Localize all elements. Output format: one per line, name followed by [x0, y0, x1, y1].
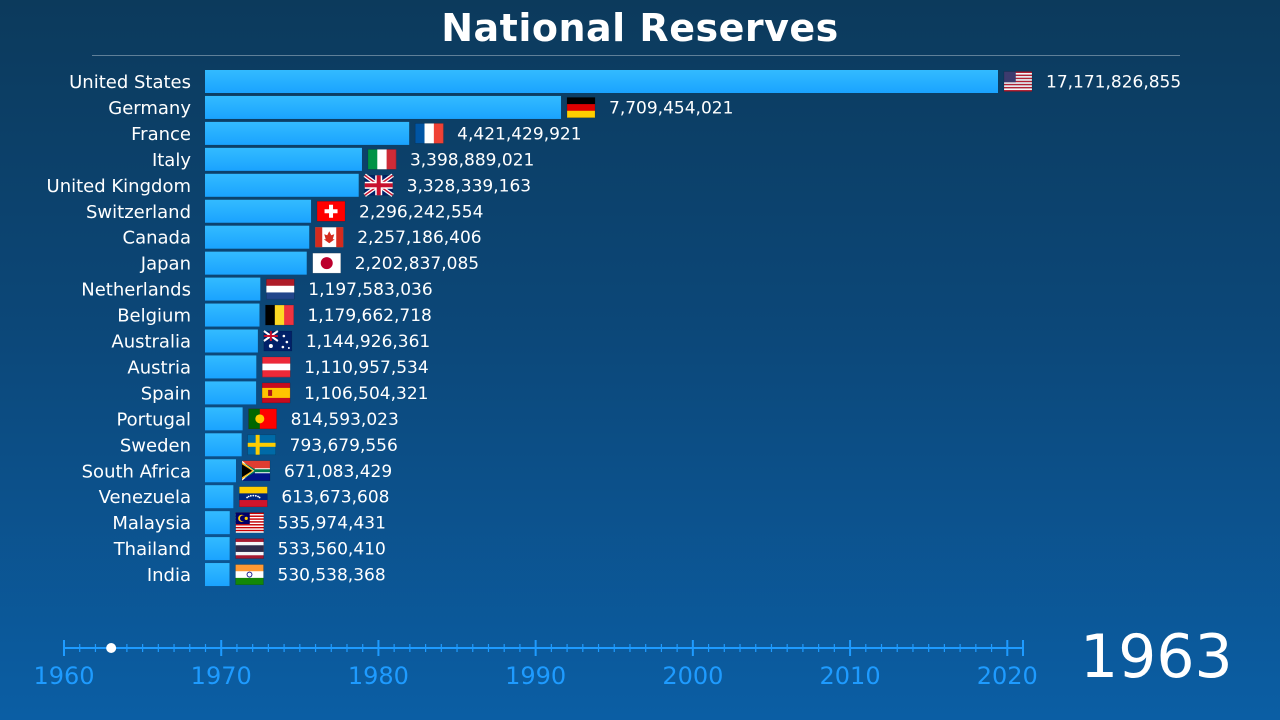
- bars: United States 17,171,826,855 Germany 7,709,…: [47, 70, 1181, 587]
- country-label: France: [131, 124, 191, 145]
- current-year: 1963: [1080, 622, 1233, 692]
- country-label: South Africa: [82, 461, 191, 482]
- flag-icon: [414, 123, 444, 144]
- bar: [205, 511, 230, 535]
- value-label: 1,110,957,534: [304, 358, 428, 378]
- country-label: Japan: [140, 254, 191, 275]
- value-label: 793,679,556: [290, 436, 398, 456]
- flag-icon: [314, 226, 344, 248]
- country-label: Portugal: [116, 409, 191, 430]
- bar: [205, 329, 258, 353]
- value-label: 1,106,504,321: [304, 384, 428, 404]
- value-label: 4,421,429,921: [457, 124, 581, 144]
- bar: [205, 381, 257, 405]
- flag-icon: [566, 97, 596, 118]
- value-label: 533,560,410: [278, 540, 386, 560]
- timeline-marker[interactable]: [106, 643, 117, 653]
- country-label: Austria: [127, 357, 191, 378]
- value-label: 535,974,431: [278, 514, 386, 534]
- bar: [205, 173, 359, 197]
- flag-icon: [1003, 71, 1033, 92]
- flag-icon: [262, 356, 291, 378]
- bar: [205, 95, 562, 119]
- flag-icon: [239, 486, 268, 507]
- timeline-year-label: 1960: [33, 662, 94, 690]
- bar: [205, 407, 243, 431]
- flag-icon: [316, 201, 346, 222]
- value-label: 2,296,242,554: [359, 202, 483, 222]
- bar: [205, 225, 310, 249]
- bar: [205, 121, 410, 145]
- chart-title: National Reserves: [441, 6, 839, 50]
- value-label: 814,593,023: [291, 410, 399, 430]
- country-label: Spain: [141, 383, 191, 404]
- value-label: 530,538,368: [278, 566, 386, 586]
- country-label: United Kingdom: [47, 176, 191, 197]
- flag-icon: [265, 304, 294, 326]
- value-label: 1,144,926,361: [306, 332, 430, 352]
- bar: [205, 563, 230, 587]
- bar: [205, 199, 312, 223]
- value-label: 3,398,889,021: [410, 150, 534, 170]
- country-label: Sweden: [120, 435, 191, 456]
- flag-icon: [235, 538, 264, 559]
- flag-icon: [363, 173, 394, 197]
- bar: [205, 303, 260, 327]
- bar: [205, 485, 234, 509]
- country-label: Malaysia: [112, 513, 191, 534]
- timeline-year-label: 1970: [191, 662, 252, 690]
- flag-icon: [241, 460, 271, 481]
- bar: [205, 277, 261, 301]
- timeline-year-label: 2000: [662, 662, 723, 690]
- country-label: India: [147, 565, 191, 586]
- timeline-year-label: 2010: [820, 662, 881, 690]
- flag-icon: [247, 434, 276, 456]
- flag-icon: [312, 252, 341, 274]
- country-label: Switzerland: [86, 202, 191, 223]
- value-label: 7,709,454,021: [609, 98, 733, 118]
- country-label: Belgium: [117, 306, 191, 327]
- bar: [205, 459, 236, 483]
- country-label: Netherlands: [81, 280, 191, 301]
- country-label: Canada: [123, 228, 192, 249]
- value-label: 3,328,339,163: [407, 176, 531, 196]
- country-label: Italy: [152, 150, 191, 171]
- bar: [205, 70, 998, 93]
- flag-icon: [263, 330, 293, 352]
- value-label: 613,673,608: [281, 488, 389, 508]
- value-label: 1,179,662,718: [307, 306, 431, 326]
- flag-icon: [266, 278, 295, 300]
- timeline-year-label: 1980: [348, 662, 409, 690]
- bar: [205, 355, 257, 379]
- country-label: Germany: [108, 98, 191, 119]
- value-label: 2,257,186,406: [357, 228, 481, 248]
- timeline: 1960 1970 1980 1990 2000 2010 2020: [33, 640, 1038, 690]
- title-divider: [92, 55, 1180, 56]
- flag-icon: [235, 512, 265, 533]
- bar: [205, 537, 230, 561]
- flag-icon: [235, 564, 264, 585]
- value-label: 1,197,583,036: [308, 280, 432, 300]
- bar: [205, 433, 242, 457]
- country-label: Australia: [111, 332, 191, 353]
- bar: [205, 147, 362, 171]
- flag-icon: [367, 149, 397, 170]
- value-label: 671,083,429: [284, 462, 392, 482]
- value-label: 17,171,826,855: [1046, 73, 1181, 93]
- flag-icon: [261, 382, 291, 404]
- country-label: United States: [69, 72, 191, 93]
- value-label: 2,202,837,085: [355, 254, 479, 274]
- flag-icon: [248, 408, 277, 430]
- timeline-year-label: 1990: [505, 662, 566, 690]
- country-label: Venezuela: [99, 487, 191, 508]
- country-label: Thailand: [113, 539, 191, 560]
- bar: [205, 251, 307, 275]
- timeline-year-label: 2020: [977, 662, 1038, 690]
